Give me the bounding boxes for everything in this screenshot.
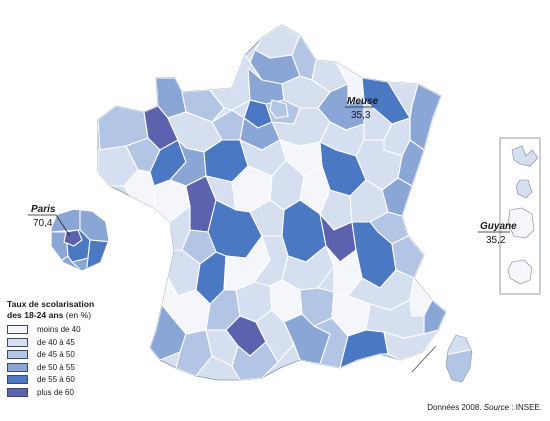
guyane-name: Guyane [480, 221, 517, 232]
guadeloupe-shape [511, 145, 539, 167]
guyane-shape [507, 207, 535, 239]
legend-swatch [7, 350, 28, 360]
corse [446, 335, 472, 382]
paris-name: Paris [31, 204, 56, 215]
legend-label: de 50 à 55 [37, 362, 75, 372]
legend-swatch [7, 337, 28, 347]
meuse-value: 35,3 [351, 110, 371, 121]
department-polygons [98, 25, 446, 380]
legend-item: de 40 à 45 [7, 337, 147, 349]
ile-de-france-inset [51, 209, 109, 271]
legend-swatch [7, 325, 28, 335]
legend: Taux de scolarisation des 18-24 ans (en … [7, 299, 147, 399]
legend-swatch [7, 375, 28, 385]
martinique-shape [515, 179, 533, 199]
department [269, 99, 289, 119]
reunion-shape [507, 259, 533, 285]
legend-title: Taux de scolarisation des 18-24 ans (en … [7, 299, 147, 321]
legend-title-line2: des 18-24 ans [7, 310, 64, 320]
legend-title-line1: Taux de scolarisation [7, 299, 95, 309]
paris-annotation: Paris 70,4 [28, 204, 71, 237]
legend-swatch [7, 387, 28, 397]
legend-label: de 40 à 45 [37, 337, 75, 347]
legend-item: de 50 à 55 [7, 362, 147, 374]
legend-label: plus de 60 [37, 387, 74, 397]
guyane-value: 35,2 [486, 235, 506, 246]
legend-item: plus de 60 [7, 387, 147, 399]
legend-item: de 55 à 60 [7, 374, 147, 386]
legend-swatch [7, 362, 28, 372]
source-prefix: Données 2008. [427, 403, 482, 412]
meuse-annotation: Meuse 35,3 [345, 96, 379, 121]
guyane-annotation: Guyane 35,2 [478, 221, 517, 246]
department [339, 329, 389, 369]
corse-separator [411, 345, 437, 373]
legend-label: moins de 40 [37, 325, 81, 335]
department [383, 329, 440, 361]
overseas-territories-box [499, 137, 541, 295]
source-text: : INSEE. [509, 403, 542, 412]
source-label: Source [483, 403, 510, 412]
paris-value: 70,4 [33, 218, 53, 229]
legend-item: de 45 à 50 [7, 349, 147, 361]
legend-label: de 55 à 60 [37, 375, 75, 385]
legend-title-unit: (en %) [65, 310, 92, 320]
legend-rows: moins de 40 de 40 à 45 de 45 à 50 de 50 à 5… [7, 324, 147, 398]
source-note: Données 2008. Source : INSEE. [427, 403, 542, 412]
legend-label: de 45 à 50 [37, 350, 75, 360]
department [391, 235, 425, 279]
meuse-name: Meuse [347, 96, 379, 107]
legend-item: moins de 40 [7, 324, 147, 336]
